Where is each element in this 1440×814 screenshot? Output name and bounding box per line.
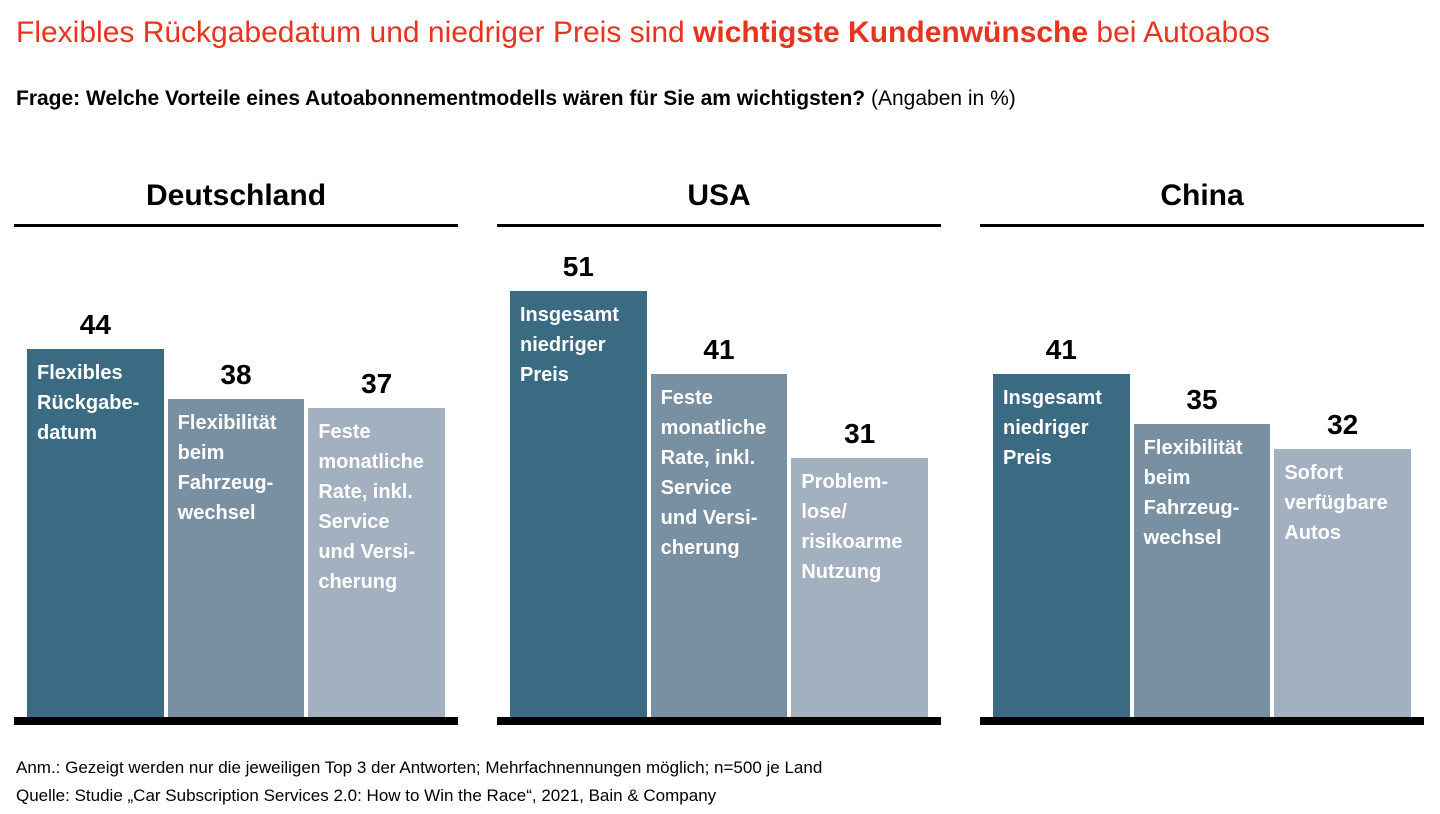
bar: 35 Flexibilität beim Fahrzeug- wechsel — [1133, 384, 1271, 717]
question-subtitle: Frage: Welche Vorteile eines Autoabonnem… — [16, 85, 1424, 112]
bar-chart: Deutschland 44 Flexibles Rückgabe- datum 38… — [14, 172, 1440, 725]
bar: 44 Flexibles Rückgabe- datum — [27, 310, 164, 717]
country-group-usa: USA 51 Insgesamt niedriger Preis 41 Feste mo… — [497, 172, 941, 725]
bar-value-label: 32 — [1327, 409, 1359, 440]
bar-label: Flexibles Rückgabe- datum — [37, 362, 140, 444]
country-group-china: China 41 Insgesamt niedriger Preis 35 Flexib… — [980, 172, 1424, 725]
country-group-deutschland: Deutschland 44 Flexibles Rückgabe- datum 38… — [14, 172, 458, 725]
country-header: China — [980, 172, 1424, 227]
unit-note: (Angaben in %) — [865, 87, 1016, 110]
bar: 38 Flexibilität beim Fahrzeug- wechsel — [167, 359, 305, 717]
title-text-pre: Flexibles Rückgabedatum und niedriger Pr… — [16, 16, 694, 49]
country-header: Deutschland — [14, 172, 458, 227]
bar-value-label: 38 — [220, 359, 252, 390]
page-title: Flexibles Rückgabedatum und niedriger Pr… — [16, 14, 1424, 52]
bar-segment: Flexibilität beim Fahrzeug- wechsel — [1133, 424, 1271, 717]
title-emphasis: wichtigste Kundenwünsche — [693, 16, 1089, 49]
bar-label: Problem- lose/ risikoarme Nutzung — [801, 471, 903, 583]
bar: 51 Insgesamt niedriger Preis — [510, 252, 647, 717]
bar: 31 Problem- lose/ risikoarme Nutzung — [791, 418, 929, 717]
bar-value-label: 41 — [703, 334, 735, 365]
bar: 32 Sofort verfügbare Autos — [1274, 409, 1412, 717]
bar-value-label: 35 — [1186, 384, 1218, 415]
bar: 41 Feste monatliche Rate, inkl. Service u… — [650, 334, 788, 717]
bar-segment: Feste monatliche Rate, inkl. Service und… — [308, 408, 446, 717]
country-header: USA — [497, 172, 941, 227]
footnote-note: Anm.: Gezeigt werden nur die jeweiligen … — [16, 758, 823, 777]
bar-segment: Sofort verfügbare Autos — [1274, 449, 1412, 717]
bar-segment: Insgesamt niedriger Preis — [993, 374, 1130, 717]
bar-label: Flexibilität beim Fahrzeug- wechsel — [1143, 437, 1243, 549]
bars-area: 44 Flexibles Rückgabe- datum 38 Flexibilitä… — [14, 227, 458, 725]
bar-segment: Flexibles Rückgabe- datum — [27, 349, 164, 717]
bar: 37 Feste monatliche Rate, inkl. Service u… — [308, 368, 446, 717]
bar-label: Feste monatliche Rate, inkl. Service und… — [318, 421, 424, 593]
bars-area: 51 Insgesamt niedriger Preis 41 Feste monat… — [497, 227, 941, 725]
bar-value-label: 41 — [1045, 334, 1077, 365]
bar-value-label: 31 — [844, 418, 876, 449]
bar-value-label: 37 — [361, 368, 393, 399]
bar-label: Flexibilität beim Fahrzeug- wechsel — [177, 412, 277, 524]
bar-segment: Feste monatliche Rate, inkl. Service und… — [650, 374, 788, 717]
bar-label: Feste monatliche Rate, inkl. Service und… — [660, 387, 767, 559]
footnotes: Anm.: Gezeigt werden nur die jeweiligen … — [16, 754, 1424, 810]
bar: 41 Insgesamt niedriger Preis — [993, 335, 1130, 717]
bar-label: Sofort verfügbare Autos — [1284, 462, 1388, 544]
bar-value-label: 44 — [79, 309, 111, 340]
title-text-post: bei Autoabos — [1088, 16, 1270, 49]
bar-label: Insgesamt niedriger Preis — [520, 304, 619, 386]
footnote-source: Quelle: Studie „Car Subscription Service… — [16, 786, 717, 805]
bar-label: Insgesamt niedriger Preis — [1003, 387, 1102, 469]
bar-segment: Insgesamt niedriger Preis — [510, 291, 647, 717]
bar-segment: Problem- lose/ risikoarme Nutzung — [791, 458, 929, 717]
bars-area: 41 Insgesamt niedriger Preis 35 Flexibilitä… — [980, 227, 1424, 725]
bar-segment: Flexibilität beim Fahrzeug- wechsel — [167, 399, 305, 717]
question-text: Frage: Welche Vorteile eines Autoabonnem… — [16, 87, 866, 110]
bar-value-label: 51 — [562, 251, 594, 282]
